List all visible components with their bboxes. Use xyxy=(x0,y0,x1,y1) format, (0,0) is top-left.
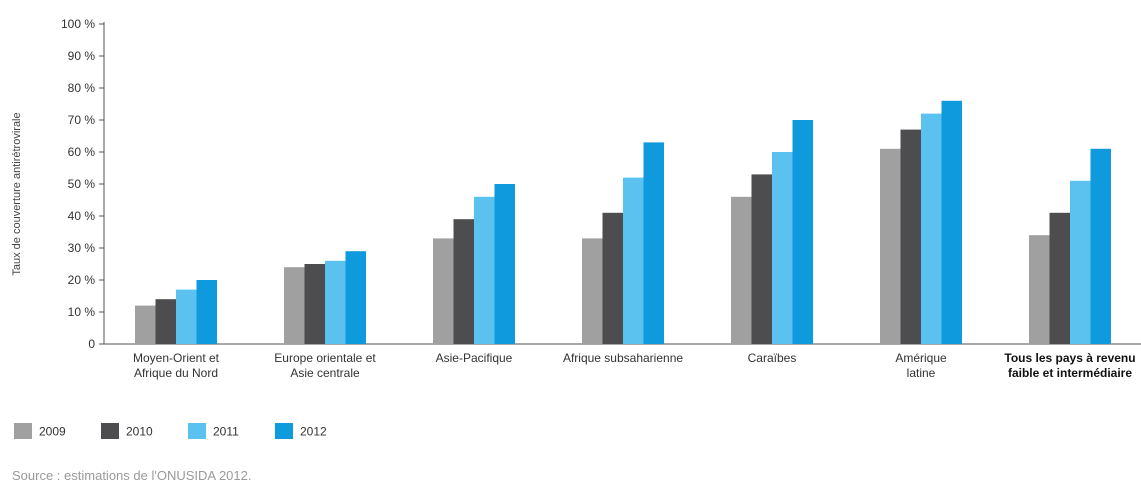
bar-2012-6 xyxy=(1090,148,1111,344)
category-label: Asie-Pacifique xyxy=(436,351,513,365)
bar-2011-4 xyxy=(772,152,793,344)
bar-2011-3 xyxy=(623,177,644,344)
bar-2012-1 xyxy=(345,251,366,344)
y-tick-label: 30 % xyxy=(68,241,96,255)
bar-2009-2 xyxy=(433,238,454,344)
bar-2010-0 xyxy=(155,299,176,344)
bar-2009-6 xyxy=(1029,235,1050,344)
y-tick-label: 80 % xyxy=(68,81,96,95)
legend-label-2012: 2012 xyxy=(300,425,327,439)
bar-2012-4 xyxy=(792,120,813,344)
y-tick-label: 100 % xyxy=(61,17,95,31)
legend-swatch-2012 xyxy=(275,423,293,439)
category-label: Asie centrale xyxy=(290,366,360,380)
y-tick-label: 60 % xyxy=(68,145,96,159)
legend-label-2009: 2009 xyxy=(39,425,66,439)
category-label: faible et intermédiaire xyxy=(1008,366,1132,380)
bar-2009-0 xyxy=(135,305,156,344)
legend-label-2011: 2011 xyxy=(213,425,239,439)
y-axis-title: Taux de couverture antirétrovirale xyxy=(11,112,23,275)
bar-2010-1 xyxy=(304,264,325,344)
bar-2011-6 xyxy=(1070,180,1091,344)
category-label: Moyen-Orient et xyxy=(133,351,220,365)
legend-swatch-2011 xyxy=(188,423,206,439)
bar-2009-3 xyxy=(582,238,603,344)
bar-2010-6 xyxy=(1049,212,1070,344)
bar-2011-1 xyxy=(325,260,346,344)
category-label: latine xyxy=(907,366,936,380)
y-tick-label: 10 % xyxy=(68,305,96,319)
legend-label-2010: 2010 xyxy=(126,425,153,439)
category-label: Afrique du Nord xyxy=(134,366,218,380)
bar-2009-1 xyxy=(284,267,305,344)
y-tick-label: 50 % xyxy=(68,177,96,191)
source-note: Source : estimations de l'ONUSIDA 2012. xyxy=(12,468,252,483)
category-label: Europe orientale et xyxy=(274,351,376,365)
bar-2010-5 xyxy=(900,129,921,344)
bar-2011-5 xyxy=(921,113,942,344)
legend-swatch-2010 xyxy=(101,423,119,439)
y-tick-label: 0 xyxy=(88,337,95,351)
bar-2012-5 xyxy=(941,100,962,344)
bar-2010-3 xyxy=(602,212,623,344)
y-tick-label: 70 % xyxy=(68,113,96,127)
category-label: Caraïbes xyxy=(748,351,797,365)
y-tick-label: 90 % xyxy=(68,49,96,63)
category-label: Amérique xyxy=(895,351,947,365)
bar-2010-4 xyxy=(751,174,772,344)
category-label: Tous les pays à revenu xyxy=(1004,351,1135,365)
bar-2011-2 xyxy=(474,196,495,344)
y-tick-label: 40 % xyxy=(68,209,96,223)
bar-2009-5 xyxy=(880,148,901,344)
bar-2009-4 xyxy=(731,196,752,344)
bar-2012-2 xyxy=(494,184,515,344)
category-label: Afrique subsaharienne xyxy=(563,351,683,365)
bar-2012-3 xyxy=(643,142,664,344)
bar-2010-2 xyxy=(453,219,474,344)
bar-2011-0 xyxy=(176,289,197,344)
legend-swatch-2009 xyxy=(14,423,32,439)
y-tick-label: 20 % xyxy=(68,273,96,287)
bar-2012-0 xyxy=(196,280,217,344)
